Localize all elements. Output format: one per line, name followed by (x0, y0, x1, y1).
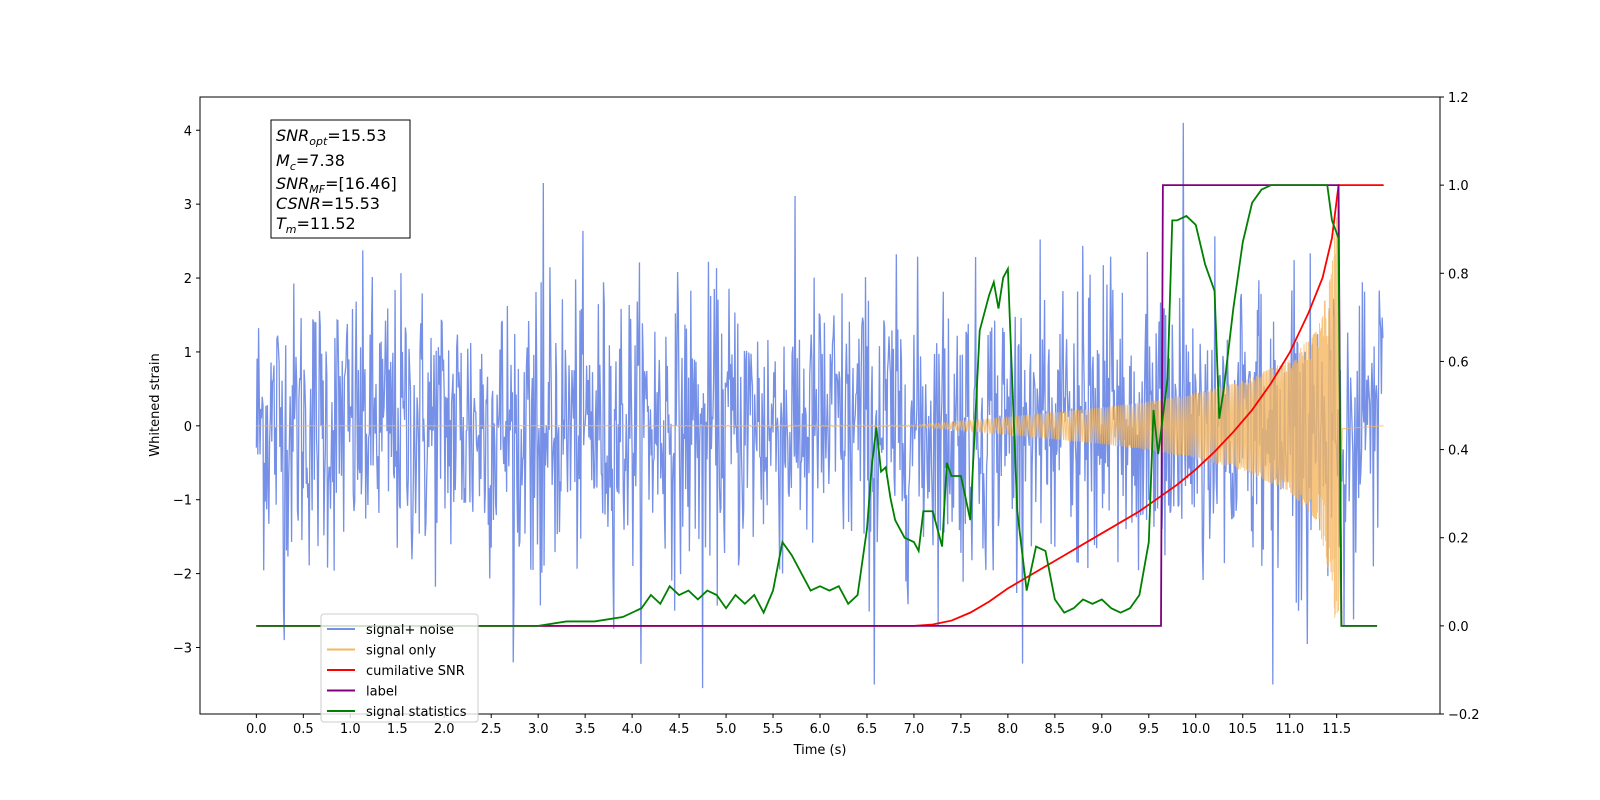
x-tick-label: 0.5 (293, 722, 314, 737)
series-cumilative-snr (256, 184, 1384, 627)
y2-tick-label: 0.8 (1448, 267, 1469, 282)
series-signal-only (256, 204, 1384, 618)
y-tick-label: −2 (173, 568, 192, 583)
info-tm-value: =11.52 (297, 214, 356, 233)
info-csnr-value: =15.53 (321, 194, 380, 213)
y-tick-label: 4 (184, 124, 192, 139)
x-tick-label: 0.0 (246, 722, 267, 737)
legend-frame (320, 613, 479, 723)
info-snr-mf: SNRMF=[16.46] (276, 174, 397, 196)
x-tick-label: 6.0 (810, 722, 831, 737)
info-snr-mf-value: =[16.46] (325, 174, 397, 193)
info-snr-mf-subscript: MF (309, 183, 325, 196)
y-tick-label: 3 (184, 198, 192, 213)
x-tick-label: 9.0 (1091, 722, 1112, 737)
x-tick-label: 5.5 (763, 722, 784, 737)
x-tick-label: 4.0 (622, 722, 643, 737)
y2-tick-label: 0.6 (1448, 355, 1469, 370)
series-signal-statistics (256, 184, 1378, 627)
legend: signal+ noise signal only cumilative SNR la… (320, 613, 479, 723)
x-tick-label: 2.0 (434, 722, 455, 737)
info-tm-symbol: T (276, 214, 287, 233)
legend-label: signal only (366, 644, 436, 659)
x-tick-label: 8.5 (1045, 722, 1066, 737)
info-csnr-symbol: CSNR (276, 194, 321, 213)
info-csnr: CSNR=15.53 (276, 194, 380, 213)
info-box: SNRopt=15.53 Mc=7.38 SNRMF=[16.46] CSNR=… (270, 119, 411, 239)
x-tick-label: 6.5 (857, 722, 878, 737)
x-tick-label: 7.5 (951, 722, 972, 737)
y-tick-label: 0 (184, 420, 192, 435)
info-tm-subscript: m (286, 223, 297, 236)
x-tick-label: 3.0 (528, 722, 549, 737)
y-tick-label: 1 (184, 346, 192, 361)
legend-label: signal statistics (366, 705, 467, 720)
info-mc-subscript: c (290, 160, 296, 173)
y2-tick-label: −0.2 (1448, 708, 1480, 723)
y2-tick-label: 0.4 (1448, 444, 1469, 459)
info-tm: Tm=11.52 (276, 214, 356, 236)
x-tick-label: 5.0 (716, 722, 737, 737)
info-snr-opt-value: =15.53 (327, 126, 386, 145)
x-tick-label: 11.5 (1322, 722, 1351, 737)
legend-label: label (366, 685, 397, 700)
legend-label: signal+ noise (366, 623, 454, 638)
y-tick-label: 2 (184, 272, 192, 287)
x-tick-label: 7.0 (904, 722, 925, 737)
x-axis-label: Time (s) (793, 743, 847, 758)
y-axis-right: −0.2 0.0 0.2 0.4 0.6 0.8 1.0 1.2 (1440, 91, 1480, 723)
info-snr-opt: SNRopt=15.53 (276, 126, 387, 148)
y-tick-label: −3 (173, 641, 192, 656)
info-box-frame (270, 119, 411, 239)
info-snr-mf-symbol: SNR (276, 174, 309, 193)
info-snr-opt-symbol: SNR (276, 126, 309, 145)
y-tick-label: −1 (173, 494, 192, 509)
x-tick-label: 9.5 (1138, 722, 1159, 737)
x-tick-label: 1.0 (340, 722, 361, 737)
info-mc-symbol: M (276, 151, 290, 170)
y2-tick-label: 0.2 (1448, 532, 1469, 547)
x-axis: 0.0 0.5 1.0 1.5 2.0 2.5 3.0 3.5 4.0 4.5 5.0 5.5 6.0 6… (246, 714, 1351, 737)
info-snr-opt-subscript: opt (309, 135, 328, 148)
x-tick-label: 1.5 (387, 722, 408, 737)
y2-tick-label: 0.0 (1448, 620, 1469, 635)
x-tick-label: 10.0 (1181, 722, 1210, 737)
y-axis-left: −3 −2 −1 0 1 2 3 4 (173, 124, 200, 656)
x-tick-label: 4.5 (669, 722, 690, 737)
x-tick-label: 10.5 (1228, 722, 1257, 737)
x-tick-label: 11.0 (1275, 722, 1304, 737)
series-signal-noise (255, 122, 1384, 689)
x-tick-label: 2.5 (481, 722, 502, 737)
info-mc-value: =7.38 (296, 151, 345, 170)
info-mc: Mc=7.38 (276, 151, 345, 173)
y2-tick-label: 1.2 (1448, 91, 1469, 106)
y-axis-label: Whitened strain (148, 353, 163, 456)
x-tick-label: 8.0 (998, 722, 1019, 737)
legend-label: cumilative SNR (366, 664, 465, 679)
plot-area (255, 122, 1384, 689)
y2-tick-label: 1.0 (1448, 179, 1469, 194)
x-tick-label: 3.5 (575, 722, 596, 737)
